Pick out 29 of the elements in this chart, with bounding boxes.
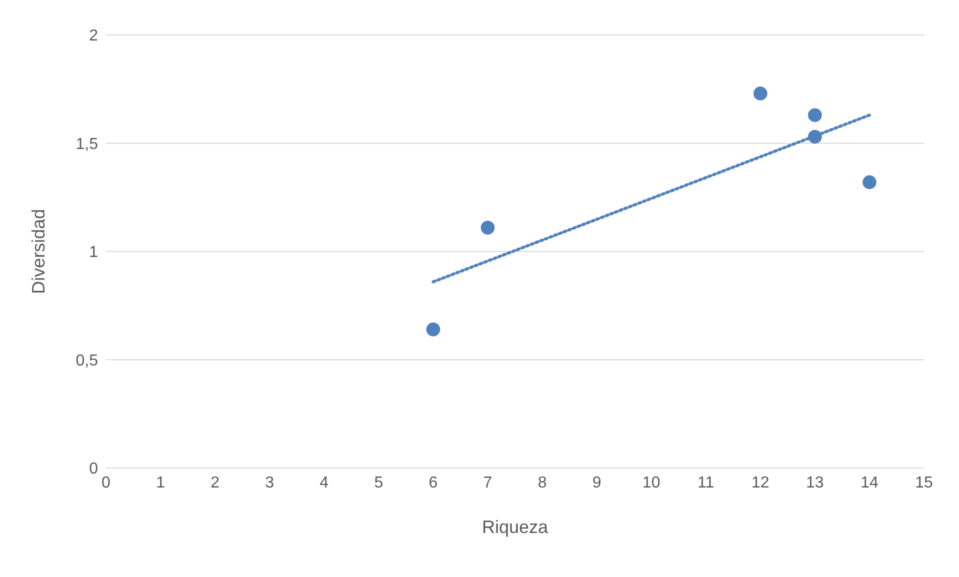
- x-tick-label: 11: [698, 474, 714, 492]
- x-tick-label: 7: [483, 474, 492, 492]
- x-tick-label: 4: [320, 474, 329, 492]
- point: [808, 130, 822, 144]
- y-tick-label: 1,5: [76, 136, 98, 153]
- y-tick-label: 0: [89, 460, 98, 478]
- x-tick-label: 0: [102, 474, 111, 492]
- x-tick-label: 15: [915, 474, 933, 492]
- point: [426, 322, 440, 336]
- y-axis-title: Diversidad: [28, 208, 48, 294]
- point: [480, 220, 495, 235]
- x-tick-label: 3: [265, 474, 274, 492]
- point: [808, 108, 822, 122]
- y-tick-label: 2: [89, 28, 98, 45]
- y-tick-label: 1: [89, 244, 98, 262]
- x-tick-label: 9: [592, 474, 602, 492]
- x-tick-label: 2: [210, 474, 220, 492]
- point: [862, 175, 876, 190]
- y-tick-label: 0,5: [76, 352, 98, 370]
- x-tick-label: 6: [428, 474, 438, 492]
- x-tick-label: 5: [374, 474, 384, 492]
- x-tick-label: 10: [642, 474, 660, 492]
- x-tick-label: 12: [752, 474, 770, 492]
- x-axis-title: Riqueza: [482, 517, 550, 537]
- x-tick-label: 13: [806, 474, 824, 492]
- x-tick-label: 8: [538, 474, 547, 492]
- point: [753, 86, 768, 100]
- x-tick-label: 1: [156, 474, 166, 492]
- x-tick-label: 14: [860, 474, 878, 492]
